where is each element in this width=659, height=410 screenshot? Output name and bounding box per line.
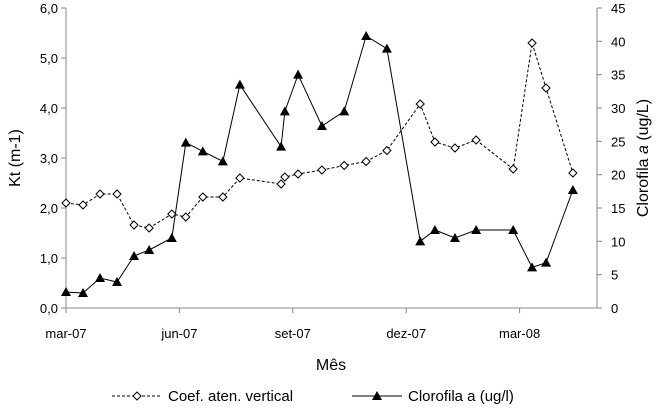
legend-triangle-icon xyxy=(372,391,382,400)
clorofila-point xyxy=(144,245,155,254)
x-tick-label: dez-07 xyxy=(386,326,426,341)
y-right-tick-label: 10 xyxy=(611,234,625,249)
y-left-tick-label: 3,0 xyxy=(40,151,58,166)
kt-point xyxy=(508,164,518,174)
kt-point xyxy=(415,99,425,109)
x-tick-label: mar-08 xyxy=(499,326,540,341)
kt-point xyxy=(339,160,349,171)
kt-point xyxy=(541,83,551,93)
x-tick-label: set-07 xyxy=(275,326,311,341)
clorofila-point xyxy=(471,225,482,234)
x-tick-label: jun-07 xyxy=(160,326,197,341)
clorofila-point xyxy=(129,251,140,260)
clorofila-point xyxy=(449,233,460,242)
kt-point xyxy=(181,212,191,222)
kt-point xyxy=(450,143,460,153)
clorofila-point xyxy=(112,277,123,286)
clorofila-point xyxy=(527,262,538,272)
kt-point xyxy=(382,145,392,156)
clorofila-point xyxy=(61,287,71,296)
clorofila-point xyxy=(276,141,287,151)
series-line-clorofila xyxy=(65,35,574,294)
kt-point xyxy=(198,192,208,202)
clorofila-point xyxy=(197,146,208,156)
clorofila-point xyxy=(541,257,552,267)
y-right-tick-label: 25 xyxy=(611,134,625,149)
y-left-tick-label: 2,0 xyxy=(40,201,58,216)
kt-point xyxy=(218,192,228,202)
y-left-tick-label: 5,0 xyxy=(40,51,58,66)
kt-point xyxy=(112,189,122,199)
kt-point xyxy=(144,223,154,233)
clorofila-point xyxy=(180,137,191,147)
kt-point xyxy=(167,209,177,219)
legend-diamond-icon xyxy=(132,391,142,401)
kt-point xyxy=(280,172,290,182)
kt-point xyxy=(317,165,327,175)
legend-label-kt: Coef. aten. vertical xyxy=(168,388,293,405)
x-tick-label: mar-07 xyxy=(45,326,86,341)
y-left-tick-label: 0,0 xyxy=(40,301,58,316)
kt-point xyxy=(430,137,440,147)
clorofila-point xyxy=(339,106,350,116)
kt-point xyxy=(471,135,481,145)
clorofila-point xyxy=(316,121,327,130)
clorofila-point xyxy=(234,79,245,89)
y-right-tick-label: 20 xyxy=(611,168,625,183)
y-right-tick-label: 15 xyxy=(611,201,625,216)
kt-point xyxy=(276,179,286,189)
kt-point xyxy=(293,169,303,179)
clorofila-point xyxy=(508,225,519,234)
kt-point xyxy=(527,38,537,48)
y-left-tick-label: 6,0 xyxy=(40,1,58,16)
series-line-kt xyxy=(65,42,574,229)
y-left-tick-label: 4,0 xyxy=(40,101,58,116)
clorofila-point xyxy=(166,233,177,242)
kt-point xyxy=(361,156,371,167)
kt-point xyxy=(61,198,71,208)
y-right-tick-label: 40 xyxy=(611,34,625,49)
clorofila-point xyxy=(217,156,228,166)
clorofila-point xyxy=(78,288,89,297)
y-right-tick-label: 5 xyxy=(611,268,618,283)
legend-label-chl: Clorofila a (ug/l) xyxy=(408,388,514,405)
kt-point xyxy=(568,168,578,178)
y-axis-right-title: Clorofila a (ug/L) xyxy=(635,99,652,217)
clorofila-point xyxy=(429,225,440,234)
x-axis-title: Mês xyxy=(316,357,346,374)
clorofila-point xyxy=(567,185,578,194)
y-left-tick-label: 1,0 xyxy=(40,251,58,266)
kt-point xyxy=(129,220,139,230)
clorofila-point xyxy=(415,236,426,246)
y-right-tick-label: 45 xyxy=(611,1,625,16)
clorofila-point xyxy=(279,106,290,116)
y-right-tick-label: 0 xyxy=(611,301,618,316)
legend: Coef. aten. vertical Clorofila a (ug/l) xyxy=(112,388,514,405)
kt-point xyxy=(78,200,88,210)
clorofila-point xyxy=(293,69,304,79)
clorofila-point xyxy=(381,43,392,53)
clorofila-point xyxy=(95,273,106,282)
clorofila-point xyxy=(361,31,372,40)
y-right-tick-label: 30 xyxy=(611,101,625,116)
y-right-tick-label: 35 xyxy=(611,68,625,83)
kt-point xyxy=(95,189,105,199)
kt-point xyxy=(235,173,245,183)
y-axis-left-title: Kt (m-1) xyxy=(7,129,24,187)
